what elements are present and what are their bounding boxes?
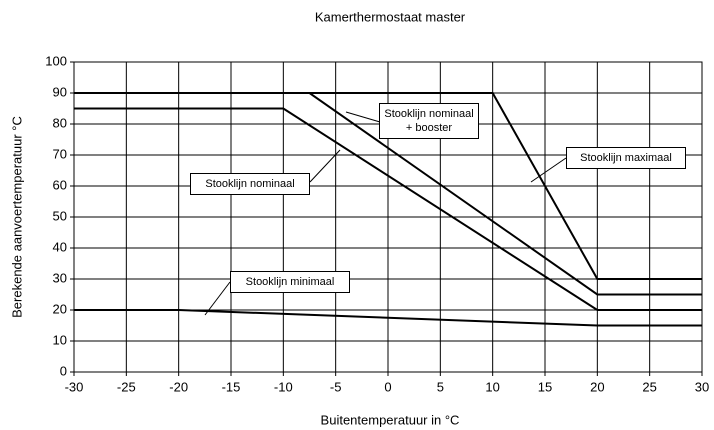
x-tick-label: -25 — [117, 379, 136, 394]
y-tick-label: 10 — [53, 332, 67, 347]
y-tick-label: 40 — [53, 239, 67, 254]
x-tick-label: 15 — [538, 379, 552, 394]
x-tick-label: 10 — [485, 379, 499, 394]
y-tick-label: 80 — [53, 115, 67, 130]
x-tick-label: 0 — [384, 379, 391, 394]
x-tick-label: -30 — [65, 379, 84, 394]
leader-line — [530, 157, 567, 183]
y-tick-label: 60 — [53, 177, 67, 192]
series-line — [74, 309, 702, 327]
x-tick-label: 5 — [437, 379, 444, 394]
x-tick-label: 20 — [590, 379, 604, 394]
x-tick-label: 30 — [695, 379, 709, 394]
y-tick-label: 20 — [53, 301, 67, 316]
x-axis-label: Buitentemperatuur in °C — [321, 412, 460, 427]
y-tick-label: 0 — [60, 363, 67, 378]
y-tick-label: 90 — [53, 84, 67, 99]
y-tick-label: 30 — [53, 270, 67, 285]
callout-booster: Stooklijn nominaal + booster — [379, 103, 479, 139]
series-line — [74, 92, 702, 296]
y-tick-label: 50 — [53, 208, 67, 223]
y-axis-label: Berekende aanvoertemperatuur °C — [9, 116, 24, 318]
x-tick-label: -20 — [169, 379, 188, 394]
x-tick-label: -10 — [274, 379, 293, 394]
chart-title: Kamerthermostaat master — [315, 9, 466, 24]
series-line — [74, 107, 702, 311]
x-tick-label: -5 — [330, 379, 342, 394]
callout-nominaal: Stooklijn nominaal — [190, 173, 310, 195]
callout-maximaal: Stooklijn maximaal — [566, 147, 686, 169]
callout-minimaal: Stooklijn minimaal — [230, 271, 350, 293]
x-tick-label: 25 — [642, 379, 656, 394]
x-tick-label: -15 — [222, 379, 241, 394]
y-tick-label: 100 — [45, 53, 67, 68]
leader-line — [345, 111, 381, 123]
y-tick-label: 70 — [53, 146, 67, 161]
